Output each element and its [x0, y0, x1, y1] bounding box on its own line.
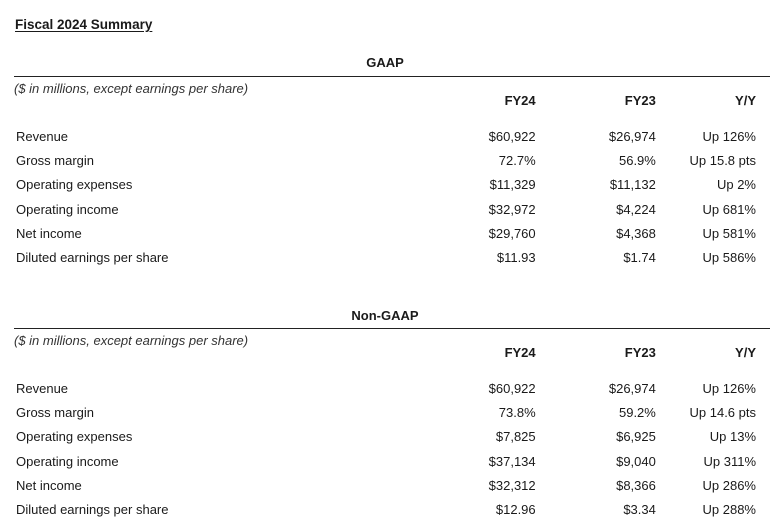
fy23-value: $26,974: [608, 380, 656, 396]
column-header-fy24: FY24: [504, 93, 536, 108]
table-row: Gross margin 72.7% 56.9% Up 15.8 pts: [14, 148, 770, 172]
column-header-fy24: FY24: [504, 345, 536, 360]
fy23-value: $4,368: [616, 225, 656, 241]
fy24-value: 72.7%: [498, 152, 536, 168]
row-label: Net income: [16, 477, 82, 493]
fy24-value: $32,972: [488, 201, 536, 217]
table-row: Operating expenses $7,825 $6,925 Up 13%: [14, 425, 770, 449]
row-label: Net income: [16, 225, 82, 241]
yy-change: Up 681%: [702, 201, 756, 217]
table-row: Diluted earnings per share $11.93 $1.74 …: [14, 245, 770, 269]
fy23-value: 59.2%: [618, 404, 656, 420]
section-title-gaap: GAAP: [366, 55, 404, 70]
fy23-value: $4,224: [616, 201, 656, 217]
fy24-value: $60,922: [488, 380, 536, 396]
fy24-value: 73.8%: [498, 404, 536, 420]
yy-change: Up 586%: [702, 250, 756, 266]
fy24-value: $29,760: [488, 225, 536, 241]
fy24-value: $11,329: [489, 177, 536, 193]
yy-change: Up 14.6 pts: [689, 404, 757, 420]
column-header-yy: Y/Y: [735, 93, 756, 108]
fy24-value: $60,922: [488, 128, 536, 144]
fy23-value: $1.74: [623, 250, 656, 266]
section-divider: [14, 76, 770, 77]
fy24-value: $12.96: [495, 502, 536, 518]
yy-change: Up 286%: [702, 477, 756, 493]
section-divider: [14, 328, 770, 329]
unit-note: ($ in millions, except earnings per shar…: [14, 333, 249, 348]
table-row: Operating expenses $11,329 $11,132 Up 2%: [14, 173, 770, 197]
table-row: Operating income $32,972 $4,224 Up 681%: [14, 197, 770, 221]
table-row: Revenue $60,922 $26,974 Up 126%: [14, 376, 770, 400]
row-label: Revenue: [16, 128, 69, 144]
unit-note: ($ in millions, except earnings per shar…: [14, 81, 249, 96]
fy23-value: 56.9%: [618, 152, 656, 168]
yy-change: Up 311%: [703, 453, 756, 469]
table-row: Revenue $60,922 $26,974 Up 126%: [14, 124, 770, 148]
row-label: Gross margin: [16, 404, 95, 420]
fy23-value: $6,925: [616, 429, 656, 445]
row-label: Gross margin: [16, 152, 95, 168]
row-label: Operating expenses: [16, 429, 133, 445]
column-header-fy23: FY23: [624, 345, 656, 360]
yy-change: Up 581%: [702, 225, 756, 241]
row-label: Operating income: [16, 201, 119, 217]
yy-change: Up 126%: [702, 128, 756, 144]
table-row: Net income $32,312 $8,366 Up 286%: [14, 473, 770, 497]
page-title: Fiscal 2024 Summary: [15, 17, 153, 32]
table-header-row: ($ in millions, except earnings per shar…: [14, 329, 770, 376]
fy24-value: $32,312: [488, 477, 536, 493]
table-row: Net income $29,760 $4,368 Up 581%: [14, 221, 770, 245]
fy24-value: $37,134: [488, 453, 536, 469]
column-header-yy: Y/Y: [735, 345, 756, 360]
table-row: Gross margin 73.8% 59.2% Up 14.6 pts: [14, 400, 770, 424]
row-label: Revenue: [16, 380, 69, 396]
table-header-row: ($ in millions, except earnings per shar…: [14, 77, 770, 124]
table-row: Operating income $37,134 $9,040 Up 311%: [14, 449, 770, 473]
yy-change: Up 126%: [702, 380, 756, 396]
fy23-value: $3.34: [623, 502, 656, 518]
section-title-non-gaap: Non-GAAP: [351, 308, 419, 323]
yy-change: Up 288%: [702, 502, 756, 518]
gaap-table: ($ in millions, except earnings per shar…: [14, 77, 770, 270]
fy24-value: $7,825: [495, 429, 536, 445]
fy24-value: $11.93: [496, 250, 536, 266]
table-row: Diluted earnings per share $12.96 $3.34 …: [14, 497, 770, 521]
yy-change: Up 2%: [716, 177, 756, 193]
yy-change: Up 15.8 pts: [689, 152, 757, 168]
row-label: Operating expenses: [16, 177, 133, 193]
fy23-value: $26,974: [608, 128, 656, 144]
fy23-value: $9,040: [616, 453, 656, 469]
column-header-fy23: FY23: [624, 93, 656, 108]
fy23-value: $8,366: [616, 477, 656, 493]
row-label: Diluted earnings per share: [16, 502, 169, 518]
non-gaap-table: ($ in millions, except earnings per shar…: [14, 329, 770, 522]
row-label: Operating income: [16, 453, 119, 469]
yy-change: Up 13%: [709, 429, 756, 445]
row-label: Diluted earnings per share: [16, 250, 169, 266]
fy23-value: $11,132: [609, 177, 656, 193]
